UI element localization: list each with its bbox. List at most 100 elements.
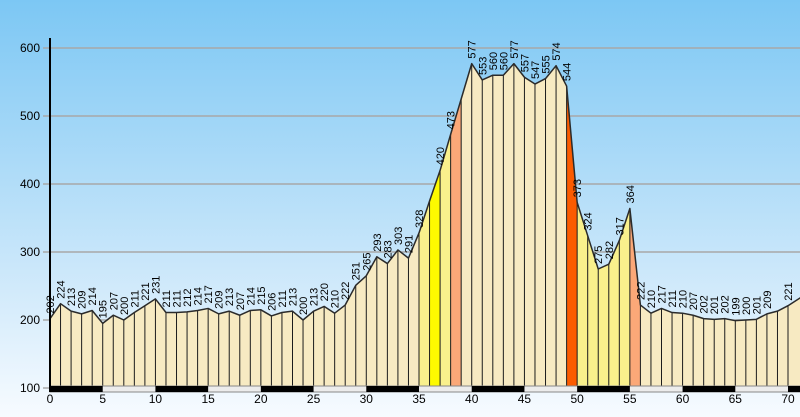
elevation-area-segment bbox=[260, 309, 272, 386]
elevation-value-label: 282 bbox=[604, 241, 616, 259]
elevation-outline bbox=[49, 62, 800, 325]
elevation-value-label: 211 bbox=[161, 290, 173, 308]
elevation-value-label: 207 bbox=[688, 292, 700, 310]
elevation-value-label: 213 bbox=[309, 288, 321, 306]
km-stripe-black-segment bbox=[155, 386, 209, 392]
elevation-value-label: 577 bbox=[509, 40, 521, 58]
km-stripe-black-segment bbox=[577, 386, 630, 392]
elevation-value-label: 195 bbox=[98, 300, 110, 318]
elevation-area-segment bbox=[187, 310, 198, 386]
elevation-area-segment bbox=[218, 311, 230, 386]
x-axis-label: 30 bbox=[360, 392, 374, 406]
elevation-area-segment bbox=[661, 308, 673, 386]
elevation-area-segment bbox=[345, 285, 356, 386]
x-axis-label: 20 bbox=[254, 392, 268, 406]
x-axis-label: 60 bbox=[676, 392, 690, 406]
elevation-area-segment bbox=[619, 208, 630, 386]
elevation-area-segment bbox=[397, 249, 409, 386]
elevation-value-label: 283 bbox=[382, 240, 394, 258]
elevation-area-segment bbox=[440, 134, 451, 386]
x-axis-label: 0 bbox=[47, 392, 54, 406]
elevation-value-label: 201 bbox=[709, 296, 721, 314]
elevation-value-label: 207 bbox=[235, 292, 247, 310]
elevation-value-label: 544 bbox=[562, 63, 574, 81]
elevation-area-segment bbox=[777, 305, 789, 386]
elevation-value-label: 328 bbox=[414, 210, 426, 228]
x-axis-label: 40 bbox=[465, 392, 479, 406]
elevation-area-segment bbox=[629, 208, 641, 386]
elevation-area-segment bbox=[524, 77, 535, 387]
elevation-area-segment bbox=[71, 311, 82, 386]
elevation-value-label: 560 bbox=[498, 52, 510, 70]
elevation-area-segment bbox=[714, 318, 725, 386]
elevation-value-label: 221 bbox=[783, 282, 795, 300]
elevation-area-segment bbox=[81, 310, 93, 386]
y-axis-label: 300 bbox=[20, 245, 40, 259]
elevation-area-segment bbox=[408, 232, 420, 386]
elevation-value-label: 231 bbox=[150, 276, 162, 294]
elevation-value-label: 200 bbox=[741, 297, 753, 315]
elevation-area-segment bbox=[672, 312, 683, 386]
elevation-value-label: 221 bbox=[140, 282, 152, 300]
elevation-area-segment bbox=[165, 312, 177, 386]
km-stripe-black-segment bbox=[366, 386, 420, 392]
elevation-value-label: 251 bbox=[351, 262, 363, 280]
x-axis-label: 35 bbox=[412, 392, 426, 406]
elevation-value-label: 217 bbox=[656, 285, 668, 303]
elevation-value-label: 214 bbox=[87, 287, 99, 305]
elevation-area-segment bbox=[682, 313, 694, 386]
elevation-area-segment bbox=[693, 315, 704, 386]
km-stripe-black-segment bbox=[471, 386, 525, 392]
elevation-value-label: 200 bbox=[119, 297, 131, 315]
elevation-value-label: 224 bbox=[56, 280, 68, 298]
elevation-area-segment bbox=[123, 312, 135, 386]
x-axis-label: 55 bbox=[623, 392, 637, 406]
elevation-area-segment bbox=[492, 75, 504, 386]
elevation-area-segment bbox=[608, 240, 620, 386]
elevation-value-label: 265 bbox=[361, 252, 373, 270]
elevation-area-segment bbox=[461, 63, 472, 386]
elevation-value-label: 209 bbox=[762, 291, 774, 309]
elevation-value-label: 215 bbox=[256, 286, 268, 304]
elevation-area-segment bbox=[482, 75, 493, 386]
elevation-value-label: 210 bbox=[646, 290, 658, 308]
elevation-area-segment bbox=[756, 313, 767, 386]
elevation-area-segment bbox=[144, 298, 156, 386]
elevation-area-segment bbox=[450, 99, 462, 386]
elevation-area-segment bbox=[471, 63, 483, 386]
elevation-value-label: 373 bbox=[572, 179, 584, 197]
km-stripe-black-segment bbox=[260, 386, 314, 392]
elevation-area-segment bbox=[534, 78, 546, 386]
elevation-area-segment bbox=[176, 311, 188, 386]
x-axis-label: 25 bbox=[307, 392, 321, 406]
y-axis-label: 600 bbox=[20, 41, 40, 55]
elevation-area-segment bbox=[503, 63, 514, 386]
y-axis-label: 500 bbox=[20, 109, 40, 123]
elevation-value-label: 209 bbox=[214, 291, 226, 309]
elevation-area-segment bbox=[92, 310, 103, 386]
elevation-area-segment bbox=[155, 298, 166, 386]
elevation-value-label: 317 bbox=[614, 217, 626, 235]
elevation-value-label: 220 bbox=[319, 283, 331, 301]
elevation-value-label: 202 bbox=[720, 295, 732, 313]
elevation-area-segment bbox=[556, 65, 567, 387]
elevation-value-label: 212 bbox=[182, 288, 194, 306]
elevation-area-segment bbox=[513, 63, 525, 386]
elevation-value-label: 574 bbox=[551, 42, 563, 60]
elevation-value-label: 199 bbox=[730, 297, 742, 315]
elevation-area-segment bbox=[766, 311, 778, 386]
elevation-area-segment bbox=[60, 303, 72, 386]
elevation-value-label: 211 bbox=[172, 290, 184, 308]
elevation-value-label: 211 bbox=[277, 290, 289, 308]
x-axis-label: 50 bbox=[570, 392, 584, 406]
elevation-area-segment bbox=[229, 311, 240, 386]
elevation-area-segment bbox=[250, 309, 261, 386]
elevation-value-label: 206 bbox=[266, 293, 278, 311]
y-axis-label: 200 bbox=[20, 313, 40, 327]
elevation-value-label: 275 bbox=[593, 246, 605, 264]
elevation-area-segment bbox=[324, 306, 335, 386]
elevation-value-label: 222 bbox=[340, 282, 352, 300]
elevation-value-label: 324 bbox=[583, 212, 595, 230]
x-axis-label: 5 bbox=[99, 392, 106, 406]
